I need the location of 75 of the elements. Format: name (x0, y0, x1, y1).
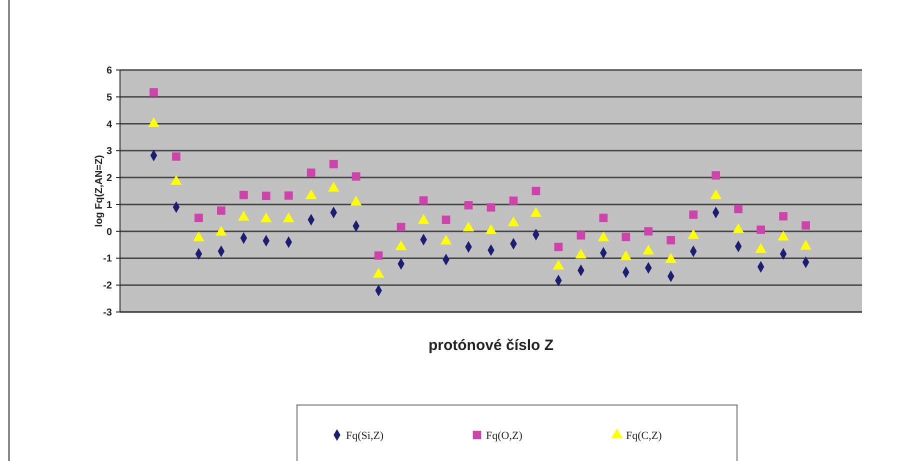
point (485, 224, 497, 234)
point (216, 226, 227, 236)
point (239, 190, 248, 200)
y-tick-label: 1 (106, 200, 112, 211)
point (666, 236, 676, 244)
point (576, 231, 586, 240)
point (734, 204, 743, 214)
y-tick-label: -1 (103, 254, 112, 265)
point (732, 223, 744, 233)
y-tick-label: 4 (106, 119, 112, 130)
point (148, 117, 160, 128)
point (712, 171, 720, 180)
x-axis-title: protónové číslo Z (428, 337, 554, 354)
point (306, 168, 316, 177)
point (756, 226, 765, 234)
point (396, 222, 406, 232)
legend-label: Fq(Si,Z) (346, 430, 384, 442)
point (710, 189, 722, 200)
point (575, 248, 587, 259)
y-tick-label: -2 (103, 280, 112, 292)
point (283, 212, 294, 222)
point (665, 253, 677, 263)
point (350, 196, 362, 206)
point (800, 240, 812, 250)
point (530, 207, 542, 217)
point (598, 232, 610, 242)
point (419, 196, 428, 205)
y-tick-label: 2 (106, 173, 112, 184)
point (329, 160, 338, 168)
point (194, 214, 203, 222)
point (170, 175, 182, 185)
point (552, 260, 564, 270)
point (260, 212, 272, 222)
legend-label: Fq(C,Z) (626, 430, 662, 442)
y-tick-label: 5 (106, 92, 112, 104)
y-tick-label: 6 (106, 66, 112, 76)
point (150, 88, 158, 96)
point (689, 210, 698, 219)
point (554, 242, 563, 252)
point (328, 182, 340, 192)
point (305, 189, 317, 200)
point (508, 216, 520, 226)
point (372, 268, 384, 278)
point (395, 240, 407, 250)
point (442, 216, 450, 224)
y-axis-title: log Fq(Z,AN=Z) (94, 155, 105, 227)
point (193, 232, 204, 242)
point (464, 201, 473, 210)
point (217, 206, 226, 215)
point (755, 243, 766, 253)
point (644, 227, 653, 236)
point (440, 234, 452, 245)
y-tick-label: -3 (103, 308, 112, 318)
legend-label: Fq(O,Z) (486, 430, 523, 442)
point (778, 230, 789, 240)
point (418, 214, 430, 224)
point (238, 210, 250, 221)
point (374, 251, 383, 260)
point (262, 192, 270, 200)
point (802, 221, 810, 230)
point (532, 186, 540, 196)
point (509, 196, 518, 205)
point (779, 212, 788, 220)
point (599, 214, 608, 222)
point (172, 152, 180, 161)
y-tick-label: 3 (106, 146, 112, 158)
y-tick-label: 0 (106, 226, 112, 238)
point (620, 250, 632, 260)
point (462, 222, 474, 232)
point (486, 203, 496, 212)
point (622, 232, 630, 242)
point (284, 191, 293, 200)
point (352, 172, 360, 181)
point (642, 244, 654, 254)
point (688, 229, 699, 239)
